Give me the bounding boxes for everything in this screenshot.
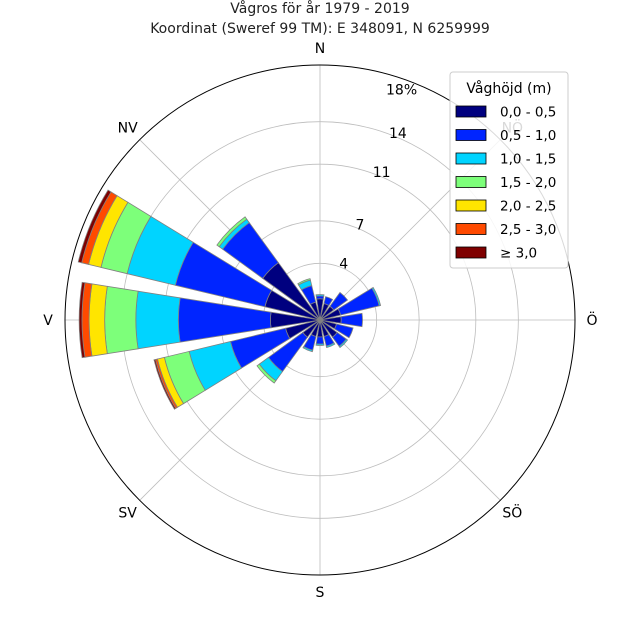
bar-6-bin-2 <box>338 338 349 349</box>
legend-swatch-2 <box>455 152 487 165</box>
bar-1-bin-1 <box>323 296 334 307</box>
legend-swatch-6 <box>455 246 487 259</box>
bar-2-bin-1 <box>329 291 349 311</box>
legend: Våghöjd (m) 0,0 - 0,5 0,5 - 1,0 1,0 - 1,5 1,… <box>449 71 569 269</box>
bar-10-bin-3 <box>256 363 277 384</box>
bar-14-bin-3 <box>216 216 248 248</box>
legend-label-5: 2,5 - 3,0 <box>500 222 556 238</box>
legend-label-0: 0,0 - 0,5 <box>500 105 556 121</box>
rose-bars <box>77 189 382 410</box>
legend-box <box>449 71 569 269</box>
legend-swatch-4 <box>455 199 487 212</box>
bar-7-bin-2 <box>325 342 336 349</box>
legend-label-4: 2,0 - 2,5 <box>500 199 556 215</box>
angular-gridline-3 <box>319 319 501 501</box>
bar-15-bin-3 <box>297 278 311 286</box>
bar-12-bin-6 <box>78 281 86 359</box>
bar-3-bin-2 <box>371 286 382 307</box>
bar-12-bin-4 <box>88 283 108 357</box>
legend-swatch-1 <box>455 129 487 141</box>
radial-tick-label-1: 7 <box>355 217 364 233</box>
bar-5-bin-1 <box>333 323 354 339</box>
radial-tick-label-2: 11 <box>373 165 391 181</box>
bar-12-bin-2 <box>135 290 181 350</box>
legend-label-2: 1,0 - 1,5 <box>500 152 556 168</box>
radial-tick-label-3: 14 <box>389 126 407 142</box>
radial-max-label: 18% <box>386 82 417 98</box>
compass-label-3: SÖ <box>502 503 522 521</box>
legend-label-1: 0,5 - 1,0 <box>500 128 556 144</box>
compass-label-7: NV <box>118 121 138 137</box>
legend-label-3: 1,5 - 2,0 <box>500 175 556 191</box>
bar-13-bin-6 <box>77 189 112 264</box>
bar-8-bin-1 <box>315 336 325 345</box>
polar-outline <box>64 64 576 576</box>
legend-swatch-0 <box>455 105 487 118</box>
bar-4-bin-1 <box>340 312 363 328</box>
polar-frame <box>64 64 576 576</box>
bar-9-bin-2 <box>302 346 314 353</box>
chart-subtitle: Koordinat (Sweref 99 TM): E 348091, N 62… <box>150 21 490 37</box>
bar-8-bin-2 <box>315 343 325 346</box>
chart-title: Vågros för år 1979 - 2019 <box>230 0 409 17</box>
compass-label-6: V <box>43 313 53 329</box>
radial-tick-labels: 4 7 11 14 18% <box>339 82 417 272</box>
legend-swatch-5 <box>455 223 487 235</box>
bar-12-bin-3 <box>104 285 139 355</box>
bar-0-bin-2 <box>315 294 325 297</box>
compass-label-4: S <box>316 585 325 601</box>
compass-label-5: SV <box>118 505 137 521</box>
legend-title: Våghöjd (m) <box>466 80 551 97</box>
compass-label-2: Ö <box>586 311 597 329</box>
bar-11-bin-6 <box>153 359 177 410</box>
legend-label-6: ≥ 3,0 <box>500 246 537 262</box>
compass-label-0: N <box>315 41 325 57</box>
radial-tick-label-0: 4 <box>339 257 348 273</box>
legend-swatch-3 <box>455 176 487 188</box>
